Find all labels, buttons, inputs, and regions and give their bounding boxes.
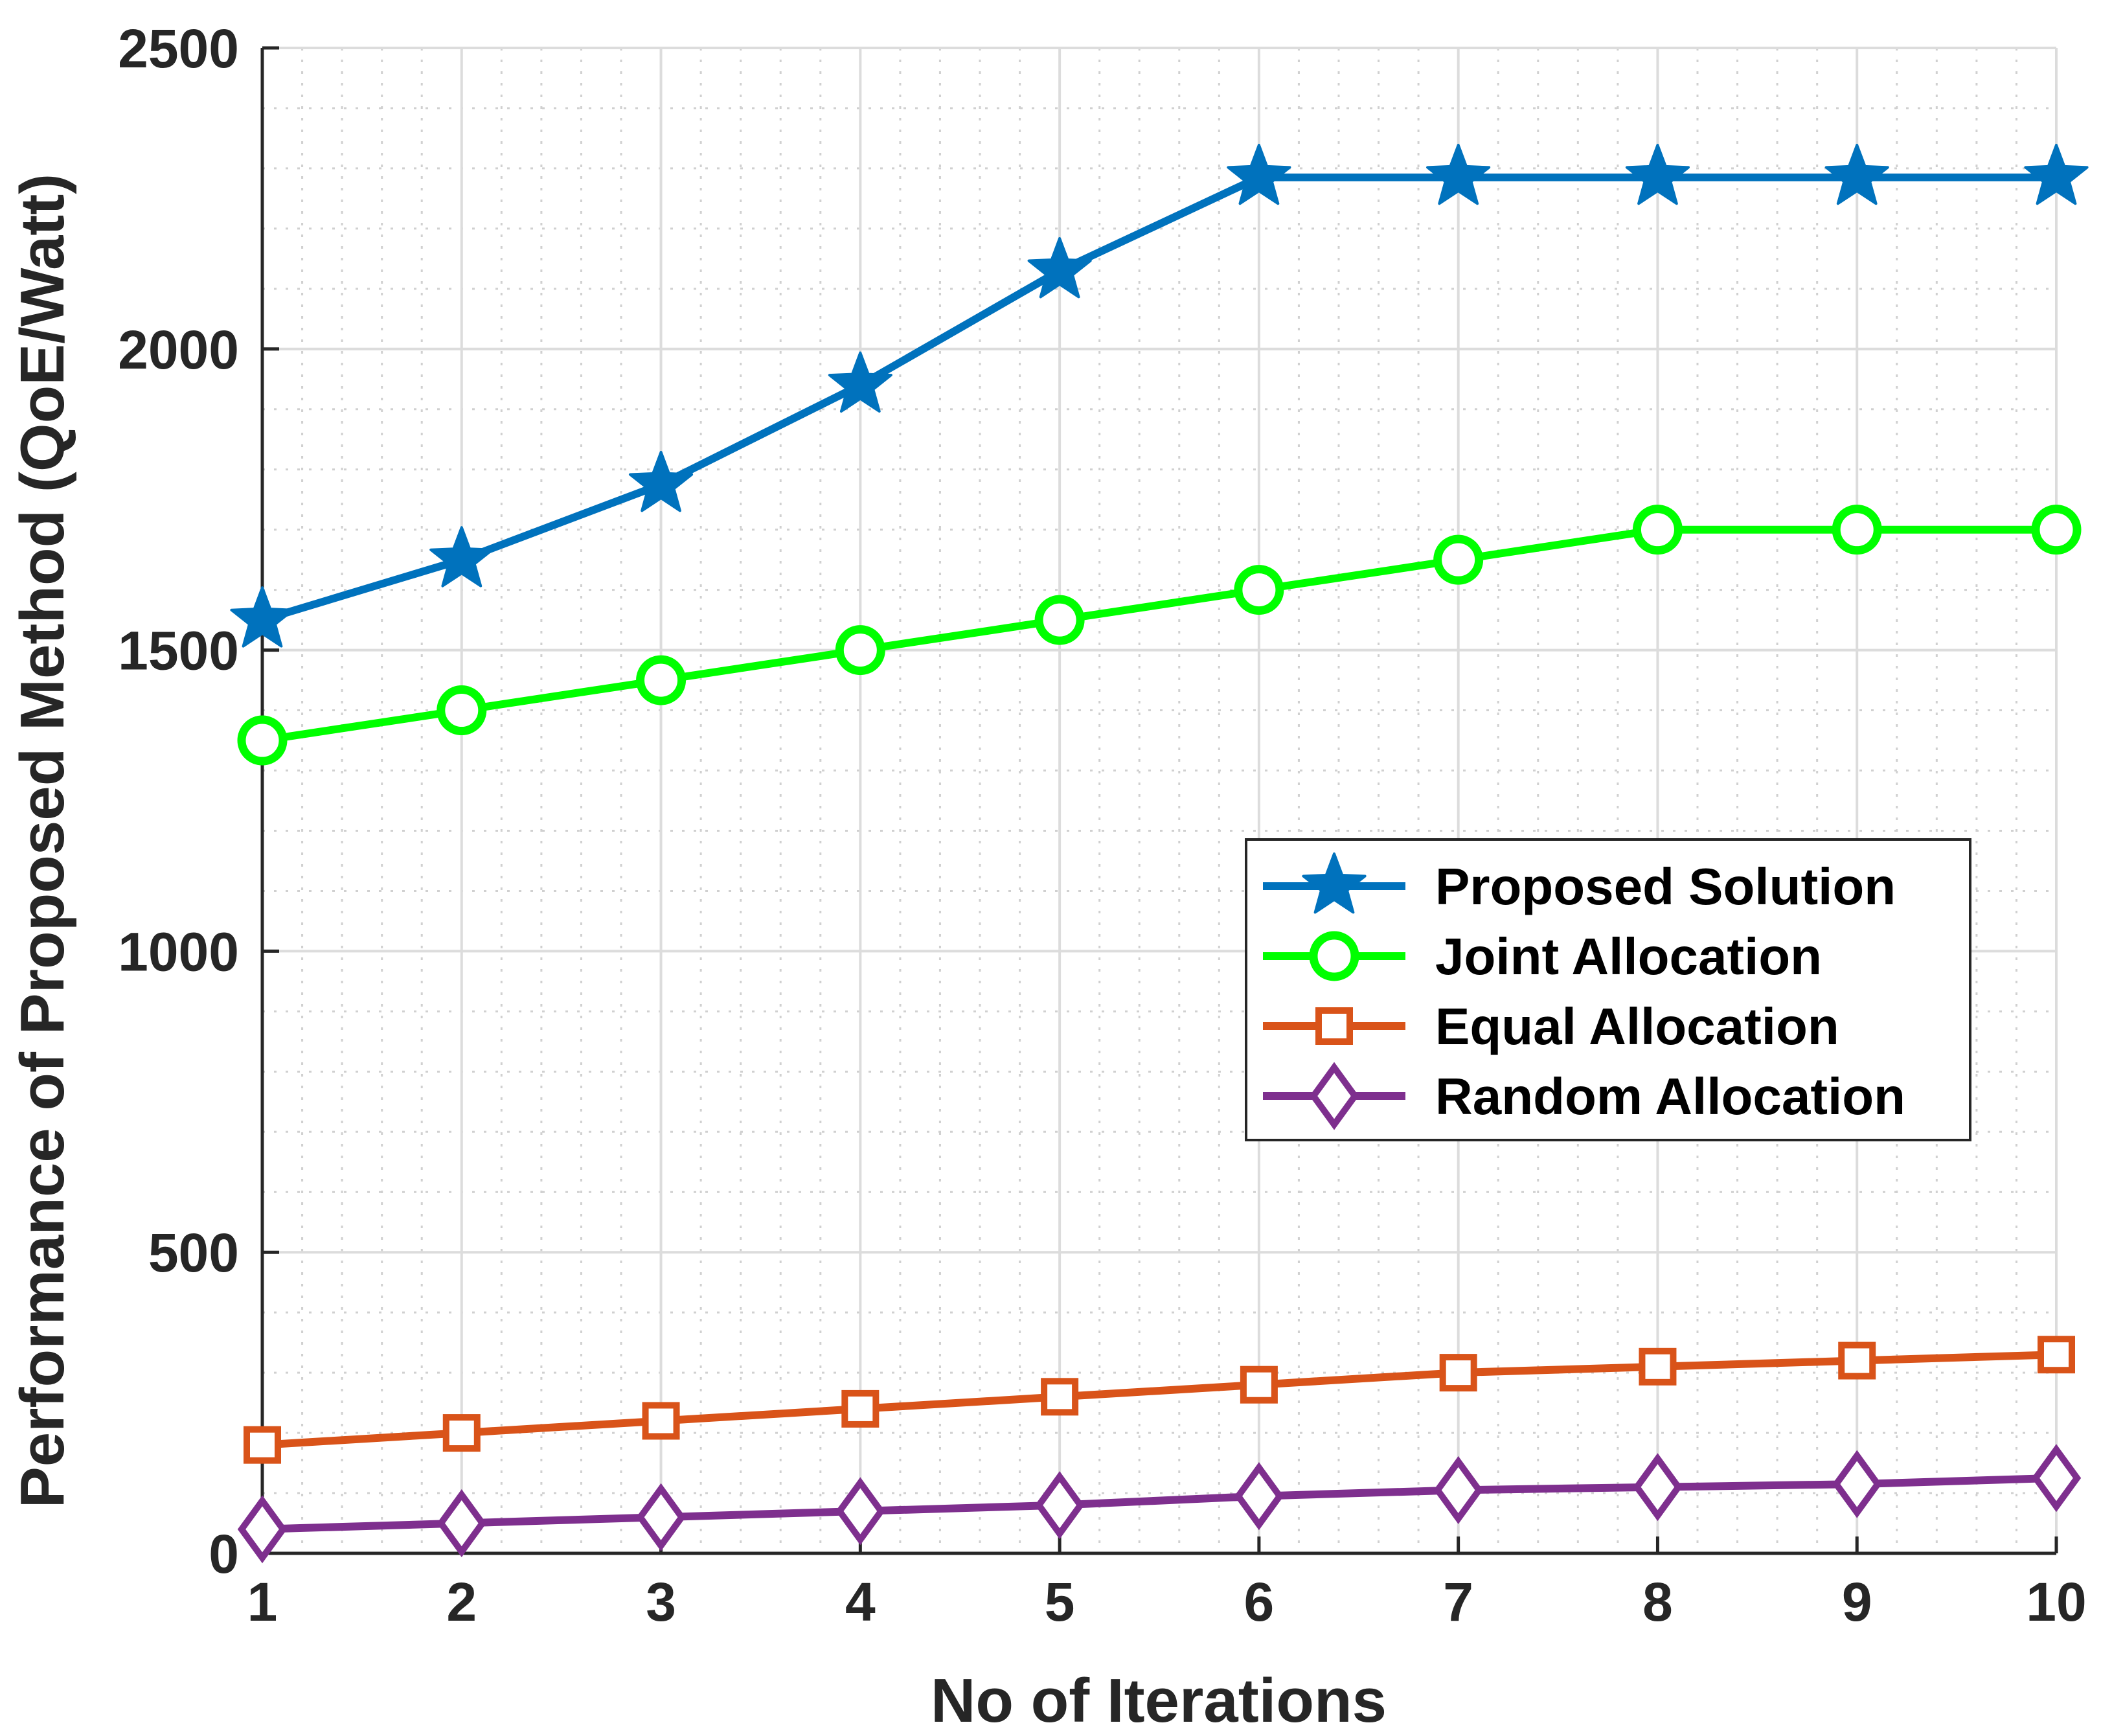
series-line [258,173,2060,624]
square-marker [244,1426,281,1464]
series-proposed-solution [230,143,2089,648]
diamond-marker [237,1495,288,1564]
x-tick-label: 1 [247,1571,278,1632]
star-marker [828,351,892,413]
x-tick-label: 9 [1842,1571,1872,1632]
legend-label: Random Allocation [1435,1068,1905,1125]
y-tick-label: 500 [148,1222,239,1283]
star-marker [1302,852,1367,914]
square-marker [841,1389,880,1428]
star-marker [429,526,494,588]
legend-item: Joint Allocation [1263,928,1822,985]
diamond-marker [1832,1450,1882,1518]
legend-item: Equal Allocation [1263,998,1839,1055]
circle-marker [1034,595,1085,645]
x-tick-label: 6 [1244,1571,1275,1632]
star-marker [1824,143,1889,205]
x-tick-label: 7 [1443,1571,1473,1632]
circle-marker [835,625,885,676]
tick-labels: 1 2 3 4 5 6 7 8 9 10 0 500 1000 1500 2000 2500 [118,18,2087,1632]
diamond-marker [1433,1456,1483,1524]
series-line [258,1351,2060,1449]
diamond-marker [1633,1453,1683,1522]
series-joint-allocation [237,505,2082,766]
x-axis-label: No of Iterations [931,1666,1387,1735]
legend-label: Proposed Solution [1435,858,1896,915]
series-equal-allocation [244,1336,2075,1464]
series-random-allocation [237,1444,2082,1564]
circle-marker [1832,505,1882,555]
square-marker [1240,1365,1278,1404]
x-tick-label: 5 [1045,1571,1075,1632]
circle-marker [1433,534,1484,585]
y-tick-label: 1000 [118,921,239,982]
diamond-marker [1234,1462,1284,1531]
legend-label: Joint Allocation [1435,928,1822,985]
series-layer [230,143,2089,1564]
x-tick-label: 3 [646,1571,676,1632]
square-marker [442,1414,481,1452]
diamond-marker [1309,1062,1359,1130]
square-marker [1439,1354,1477,1392]
circle-marker [437,685,487,736]
y-axis-label: Performance of Proposed Method (QoE/Watt… [8,174,77,1509]
star-marker [1227,143,1291,205]
circle-marker [636,655,687,705]
x-tick-label: 10 [2026,1571,2086,1632]
square-marker [1838,1342,1876,1380]
square-marker [1315,1007,1353,1045]
legend-item: Random Allocation [1263,1062,1905,1130]
circle-marker [2031,505,2082,555]
x-tick-label: 4 [845,1571,876,1632]
y-tick-label: 1500 [118,621,239,681]
square-marker [1639,1347,1677,1386]
y-tick-label: 0 [209,1524,239,1584]
diamond-marker [1034,1471,1085,1540]
diamond-marker [2031,1444,2082,1513]
square-marker [2038,1336,2075,1374]
star-marker [2024,143,2089,205]
circle-marker [1234,565,1284,615]
star-marker [230,586,295,648]
legend: Proposed Solution Joint Allocation Equal A… [1245,838,1971,1141]
diamond-marker [835,1477,885,1546]
y-tick-label: 2500 [118,18,239,79]
series-line [258,525,2060,744]
legend-label: Equal Allocation [1435,998,1839,1055]
star-marker [1027,237,1092,299]
circle-marker [1309,931,1359,981]
x-tick-label: 8 [1642,1571,1673,1632]
star-marker [1426,143,1491,205]
x-tick-label: 2 [446,1571,477,1632]
y-tick-label: 2000 [118,319,239,380]
series-line [258,1474,2060,1533]
square-marker [642,1402,680,1440]
star-marker [1625,143,1690,205]
circle-marker [237,715,288,766]
star-marker [629,451,694,512]
circle-marker [1632,505,1683,555]
square-marker [1041,1378,1079,1416]
legend-item: Proposed Solution [1263,852,1896,915]
diamond-marker [636,1483,686,1551]
diamond-marker [437,1489,486,1558]
